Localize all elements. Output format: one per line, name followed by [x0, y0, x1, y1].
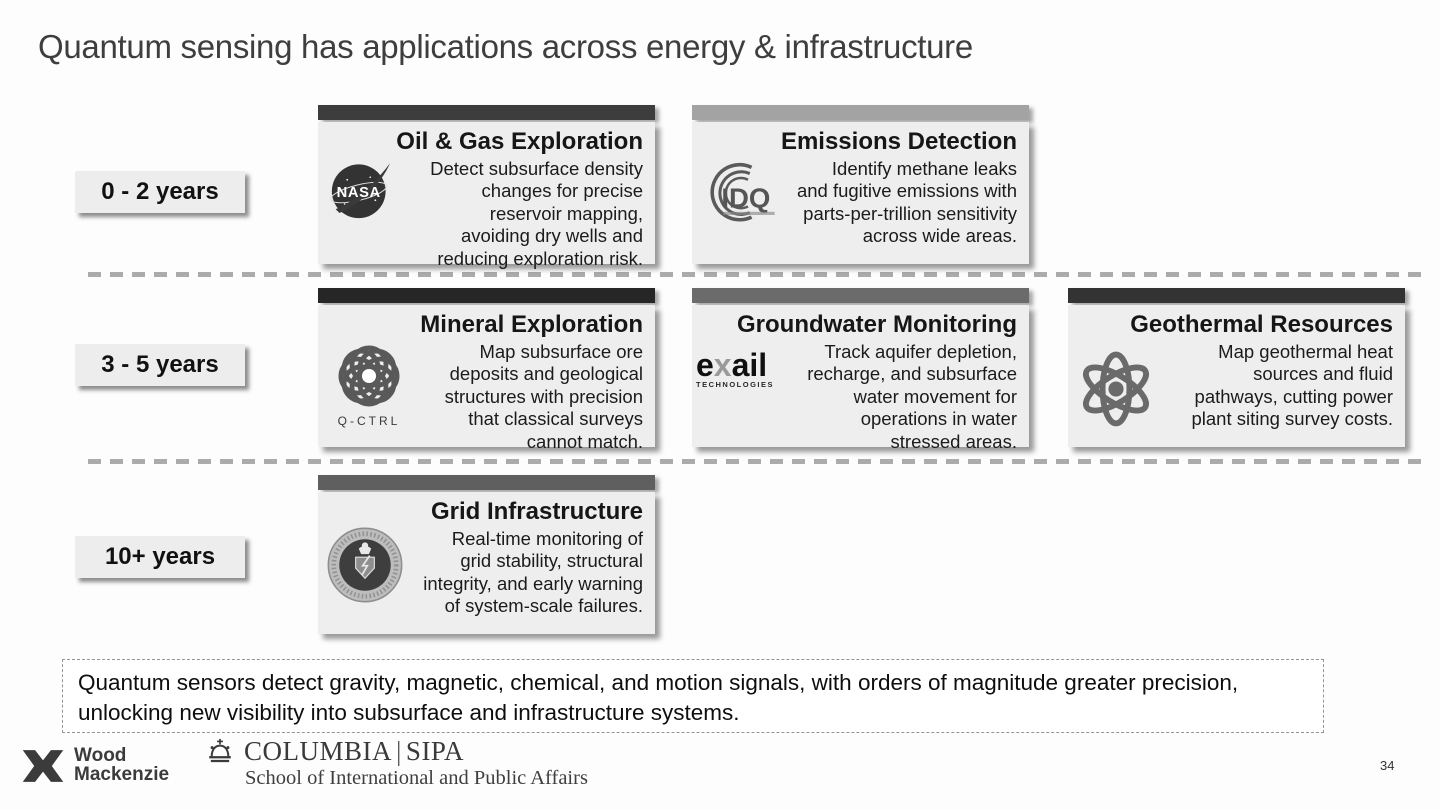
card-body: Geothermal Resources Map geothermal heat…	[1068, 305, 1405, 447]
era-label-0-2-years: 0 - 2 years	[75, 171, 245, 213]
card-emissions-detection: IDQ Emissions Detection Identify methane…	[692, 105, 1029, 264]
summary-text: Quantum sensors detect gravity, magnetic…	[78, 670, 1239, 726]
card-title: Geothermal Resources	[1130, 311, 1393, 338]
wood-mackenzie-wordmark: Wood Mackenzie	[74, 745, 170, 785]
columbia-crown-icon	[209, 738, 231, 763]
card-groundwater-monitoring: exail TECHNOLOGIES Groundwater Monitorin…	[692, 288, 1029, 452]
card-body: exail TECHNOLOGIES Groundwater Monitorin…	[692, 305, 1029, 452]
card-description: Real-time monitoring of grid stability, …	[423, 527, 643, 617]
atom-icon	[1082, 351, 1150, 427]
card-accent-bar	[692, 288, 1029, 303]
card-body: IDQ Emissions Detection Identify methane…	[692, 122, 1029, 264]
page-title: Quantum sensing has applications across …	[38, 28, 973, 65]
card-grid-infrastructure: Grid Infrastructure Real-time monitoring…	[318, 475, 655, 634]
exail-logo: exail TECHNOLOGIES	[696, 349, 806, 389]
doe-seal	[327, 527, 403, 603]
card-description: Detect subsurface density changes for pr…	[430, 157, 643, 269]
timeline-divider	[88, 459, 1428, 464]
idq-logo: IDQ	[710, 162, 775, 222]
svg-text:NASA: NASA	[337, 185, 381, 201]
columbia-sipa-subtitle: School of International and Public Affai…	[245, 767, 588, 789]
summary-box: Quantum sensors detect gravity, magnetic…	[62, 659, 1324, 733]
page-number: 34	[1380, 758, 1395, 773]
card-mineral-exploration: Q-CTRL Mineral Exploration Map subsurfac…	[318, 288, 655, 452]
card-title: Emissions Detection	[780, 128, 1017, 155]
qctrl-logo-text: Q-CTRL	[337, 414, 401, 428]
card-accent-bar	[318, 475, 655, 490]
timeline-divider	[88, 272, 1428, 277]
card-accent-bar	[692, 105, 1029, 120]
wood-mackenzie-logo: Wood Mackenzie	[20, 744, 169, 788]
card-geothermal-resources: Geothermal Resources Map geothermal heat…	[1068, 288, 1405, 447]
wood-mackenzie-mark-icon	[22, 750, 64, 782]
card-body: Grid Infrastructure Real-time monitoring…	[318, 492, 655, 634]
nasa-logo: NASA	[330, 163, 391, 219]
card-title: Mineral Exploration	[420, 311, 643, 338]
era-label-text: 3 - 5 years	[101, 351, 219, 378]
card-title: Grid Infrastructure	[430, 498, 643, 525]
svg-text:IDQ: IDQ	[721, 182, 770, 213]
card-body: NASA Oil & Gas Exploration Detect subsur…	[318, 122, 655, 269]
card-description: Map geothermal heat sources and fluid pa…	[1191, 340, 1393, 430]
exail-logo-subtext: TECHNOLOGIES	[696, 379, 775, 389]
card-description: Identify methane leaks and fugitive emis…	[796, 157, 1017, 247]
card-accent-bar	[1068, 288, 1405, 303]
era-label-3-5-years: 3 - 5 years	[75, 344, 245, 386]
card-accent-bar	[318, 288, 655, 303]
era-label-text: 0 - 2 years	[101, 178, 219, 205]
card-oil-gas-exploration: NASA Oil & Gas Exploration Detect subsur…	[318, 105, 655, 269]
era-label-text: 10+ years	[104, 543, 216, 570]
columbia-sipa-wordmark: Columbia | SIPA	[244, 736, 464, 766]
era-label-10-years: 10+ years	[75, 536, 245, 578]
card-title: Groundwater Monitoring	[737, 311, 1017, 338]
card-title: Oil & Gas Exploration	[396, 128, 643, 155]
qctrl-logo: Q-CTRL	[330, 339, 408, 428]
card-description: Map subsurface ore deposits and geologic…	[444, 340, 643, 452]
card-accent-bar	[318, 105, 655, 120]
card-description: Track aquifer depletion, recharge, and s…	[807, 340, 1017, 452]
columbia-sipa-logo: Columbia | SIPA School of International an…	[205, 736, 588, 790]
card-body: Q-CTRL Mineral Exploration Map subsurfac…	[318, 305, 655, 452]
